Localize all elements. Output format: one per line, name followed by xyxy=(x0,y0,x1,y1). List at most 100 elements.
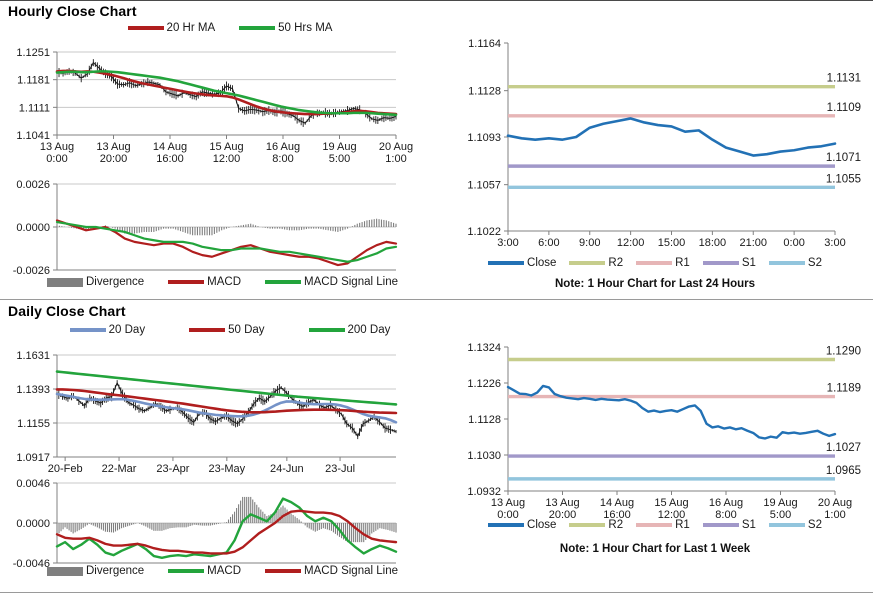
y-tick-label: 0.0000 xyxy=(16,518,50,530)
legend-item-s1: S1 xyxy=(702,257,756,269)
macd-swatch-icon xyxy=(168,569,205,573)
x-tick-label: 16 Aug 8:00 xyxy=(709,497,743,520)
x-tick-label: 15 Aug 12:00 xyxy=(654,497,688,520)
x-tick-label: 13 Aug 20:00 xyxy=(96,141,130,165)
legend-item-s2: S2 xyxy=(768,519,822,531)
x-tick-label: 12:00 xyxy=(617,237,645,249)
daily-price-chart: 1.1631 1.1393 1.1155 1.0917 20-Feb 22-Mar 23-A… xyxy=(0,340,437,477)
r1-swatch-icon xyxy=(636,523,673,527)
x-tick-label: 13 Aug 0:00 xyxy=(491,497,525,520)
legend-item-macd: MACD xyxy=(168,276,241,288)
legend-label: R1 xyxy=(675,519,690,531)
divergence-swatch-icon xyxy=(46,566,83,576)
legend-label: 20 Day xyxy=(108,324,146,336)
x-tick-label: 19 Aug 5:00 xyxy=(763,497,797,520)
legend-label: S2 xyxy=(807,519,822,531)
x-tick-label: 14 Aug 16:00 xyxy=(600,497,634,520)
legend-label: S1 xyxy=(741,519,756,531)
x-tick-label: 13 Aug 20:00 xyxy=(545,497,579,520)
legend-label: MACD xyxy=(207,276,242,288)
x-tick-label: 9:00 xyxy=(579,237,600,249)
x-tick-label: 19 Aug 5:00 xyxy=(322,141,356,165)
r2-swatch-icon xyxy=(569,261,606,265)
50-day-line xyxy=(55,388,398,415)
y-tick-label: 0.0046 xyxy=(16,478,50,490)
x-tick-label: 22-Mar xyxy=(102,463,137,475)
legend-label: MACD xyxy=(207,565,242,577)
intraweek-chart: 1.1324 1.1226 1.1128 1.1030 1.0932 13 Aug 0:00… xyxy=(437,330,873,520)
divergence-bars xyxy=(56,218,397,236)
hourly-ma-legend: 20 Hr MA 50 Hrs MA xyxy=(40,22,420,34)
legend-label: Divergence xyxy=(85,565,145,577)
intraweek-note: Note: 1 Hour Chart for Last 1 Week xyxy=(559,543,751,555)
bottom-divider xyxy=(0,592,873,593)
x-tick-label: 13 Aug 0:00 xyxy=(40,141,74,165)
legend-item-r1: R1 xyxy=(636,519,690,531)
y-tick-label: 1.1181 xyxy=(17,75,50,87)
y-tick-label: 1.1057 xyxy=(467,180,501,192)
20-day-swatch-icon xyxy=(69,328,106,332)
s2-swatch-icon xyxy=(768,523,805,527)
legend-item-50-day: 50 Day xyxy=(189,324,265,336)
x-tick-label: 23-Apr xyxy=(156,463,189,475)
x-tick-label: 18:00 xyxy=(699,237,727,249)
legend-item-r1: R1 xyxy=(636,257,690,269)
macd-signal-line-swatch-icon xyxy=(265,280,302,284)
intraday-24h-chart: 1.1164 1.1128 1.1093 1.1057 1.1022 3:00 6:00 9:… xyxy=(437,30,873,257)
legend-label: R2 xyxy=(608,519,624,531)
y-tick-label: 1.1226 xyxy=(467,378,501,390)
y-tick-label: 1.0917 xyxy=(16,452,50,464)
x-tick-label: 15 Aug 12:00 xyxy=(209,141,243,165)
level-label-s2: 1.0965 xyxy=(826,465,861,477)
intraday-24h-legend: Close R2 R1 S1 S2 xyxy=(437,257,873,269)
legend-item-macd: MACD xyxy=(168,565,241,577)
close-line xyxy=(506,384,837,440)
legend-label: 20 Hr MA xyxy=(166,22,216,34)
x-tick-label: 21:00 xyxy=(739,237,767,249)
50-day-swatch-icon xyxy=(189,328,226,332)
s2-swatch-icon xyxy=(768,261,805,265)
y-tick-label: 1.1251 xyxy=(16,47,50,59)
y-tick-label: 1.1155 xyxy=(17,418,50,430)
x-tick-label: 6:00 xyxy=(538,237,559,249)
x-tick-label: 16 Aug 8:00 xyxy=(266,141,300,165)
x-tick-label: 15:00 xyxy=(658,237,686,249)
legend-label: S2 xyxy=(807,257,822,269)
x-tick-label: 14 Aug 16:00 xyxy=(153,141,187,165)
y-tick-label: 1.1128 xyxy=(468,86,501,98)
y-tick-label: -0.0026 xyxy=(13,265,50,276)
r2-swatch-icon xyxy=(569,523,606,527)
level-label-r2: 1.1290 xyxy=(826,345,861,357)
y-tick-label: 1.1093 xyxy=(467,132,501,144)
legend-label: Close xyxy=(527,257,557,269)
y-tick-label: 1.1022 xyxy=(467,226,501,238)
y-tick-label: 1.1393 xyxy=(16,384,50,396)
hourly-macd-chart: 0.0026 0.0000 -0.0026 xyxy=(0,176,437,276)
y-tick-label: 1.1030 xyxy=(467,450,501,462)
legend-item-divergence: Divergence xyxy=(46,565,145,577)
200-day-line xyxy=(55,370,398,406)
x-tick-label: 24-Jun xyxy=(270,463,304,475)
macd-signal-line-swatch-icon xyxy=(265,569,302,573)
legend-label: Divergence xyxy=(85,276,145,288)
legend-item-20-hr-ma: 20 Hr MA xyxy=(127,22,216,34)
x-tick-label: 23-Jul xyxy=(325,463,355,475)
legend-item-r2: R2 xyxy=(569,519,623,531)
y-tick-label: 1.1631 xyxy=(16,350,50,362)
daily-ma-legend: 20 Day 50 Day 200 Day xyxy=(40,324,420,336)
intraweek-legend: Close R2 R1 S1 S2 xyxy=(437,519,873,531)
y-tick-label: -0.0046 xyxy=(13,558,50,567)
y-tick-label: 1.1111 xyxy=(19,102,50,114)
daily-macd-svg: 0.0046 0.0000 -0.0046 xyxy=(13,478,398,567)
hourly-macd-svg: 0.0026 0.0000 -0.0026 xyxy=(13,179,398,276)
s1-swatch-icon xyxy=(702,261,739,265)
close-swatch-icon xyxy=(488,261,525,265)
y-tick-label: 1.1324 xyxy=(467,342,501,354)
y-tick-label: 0.0000 xyxy=(16,222,50,234)
level-label-r1: 1.1189 xyxy=(827,383,861,395)
200-day-swatch-icon xyxy=(308,328,345,332)
